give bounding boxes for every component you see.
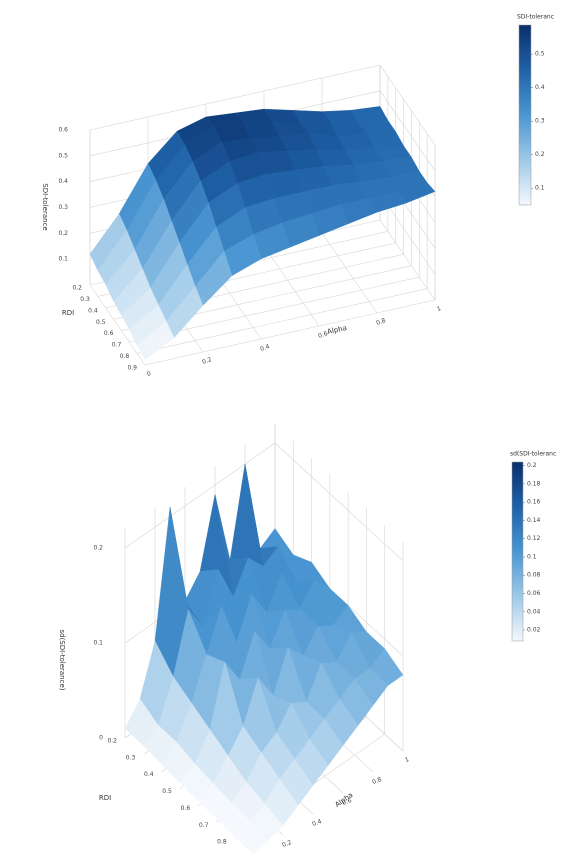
colorbar-title: SDI-toleranc: [517, 14, 554, 21]
x-tick-label: 0.2: [201, 356, 213, 366]
y-axis-title: RDI: [99, 794, 111, 802]
x-tick-label: 0.8: [375, 317, 387, 327]
z-grid-line: [124, 442, 276, 549]
colorbar-tick-label: 0.2: [535, 151, 545, 158]
x-tick-label: 1: [436, 305, 442, 313]
surface: [124, 463, 404, 855]
colorbar-tick-label: 0.18: [527, 480, 541, 487]
y-tick-label: 0.2: [72, 285, 82, 292]
x-tick-label: 0.6: [341, 797, 353, 807]
z-tick-label: 0: [99, 735, 103, 742]
z-grid-line: [379, 90, 436, 172]
z-tick-label: 0.6: [58, 127, 68, 134]
colorbar-title: sd(SDI-toleranc: [510, 451, 556, 458]
x-grid-line: [89, 284, 146, 366]
colorbar-tick-label: 0.06: [527, 590, 541, 597]
y-tick-label: 0.2: [107, 738, 117, 745]
x-tick-label: 0: [146, 370, 152, 378]
y-axis-title: RDI: [62, 309, 74, 317]
x-axis-title: Alpha: [326, 324, 347, 336]
z-axis-title: SDI-tolerance: [41, 183, 49, 230]
x-tick-label: 0.4: [259, 343, 271, 353]
surface: [89, 106, 436, 361]
colorbar-tick-label: 0.08: [527, 572, 541, 579]
z-axis-title: sd(SDI-tolerance): [58, 629, 66, 690]
colorbar: [511, 461, 524, 642]
colorbar-tick-label: 0.1: [527, 553, 537, 560]
x-grid-line: [263, 245, 320, 327]
colorbar-tick-label: 0.2: [527, 462, 537, 469]
y-tick-label: 0.8: [120, 353, 130, 360]
y-tick-label: 0.3: [126, 754, 136, 761]
colorbar-tick-label: 0.14: [527, 517, 541, 524]
z-tick-label: 0.5: [58, 152, 68, 159]
y-grid-line: [137, 288, 428, 354]
z-grid-line: [379, 64, 436, 146]
z-tick-label: 0.1: [93, 640, 103, 647]
colorbar-tick-label: 0.1: [535, 185, 545, 192]
x-grid-line: [379, 219, 436, 301]
colorbar-tick-label: 0.16: [527, 499, 541, 506]
x-tick-label: 0.6: [317, 330, 329, 340]
y-tick-label: 0.3: [80, 296, 90, 303]
x-grid-line: [321, 232, 378, 314]
x-tick-label: 0.4: [311, 818, 323, 828]
colorbar: [518, 24, 532, 206]
z-tick-label: 0.2: [58, 230, 68, 237]
y-tick-label: 0.4: [88, 307, 98, 314]
surface-cell: [234, 820, 269, 855]
x-tick-label: 0.8: [371, 776, 383, 786]
z-grid-line: [89, 64, 381, 131]
y-tick-label: 0.6: [181, 805, 191, 812]
y-tick-label: 0.7: [112, 342, 122, 349]
y-tick-label: 0.4: [144, 771, 154, 778]
colorbar-tick-label: 0.4: [535, 84, 545, 91]
colorbar-tick-label: 0.04: [527, 608, 541, 615]
z-tick-label: 0.1: [58, 256, 68, 263]
x-tick-label: 1: [404, 756, 410, 764]
colorbar-tick-label: 0.02: [527, 627, 541, 634]
y-tick-label: 0.8: [217, 839, 227, 846]
colorbar-tick-label: 0.12: [527, 535, 541, 542]
z-tick-label: 0.3: [58, 204, 68, 211]
y-tick-label: 0.6: [104, 330, 114, 337]
y-tick-label: 0.5: [162, 788, 172, 795]
z-grid-line: [274, 442, 404, 562]
colorbar-tick-label: 0.5: [535, 51, 545, 58]
surface-cell: [229, 463, 264, 567]
y-tick-label: 0.7: [199, 822, 209, 829]
surface-cell: [136, 320, 175, 361]
z-tick-label: 0.4: [58, 178, 68, 185]
y-tick-label: 0.5: [96, 319, 106, 326]
y-grid-line: [144, 299, 436, 366]
x-tick-label: 0.2: [281, 839, 293, 849]
y-tick-label: 0.9: [127, 365, 137, 372]
colorbar-tick-label: 0.3: [535, 118, 545, 125]
z-tick-label: 0.2: [93, 545, 103, 552]
